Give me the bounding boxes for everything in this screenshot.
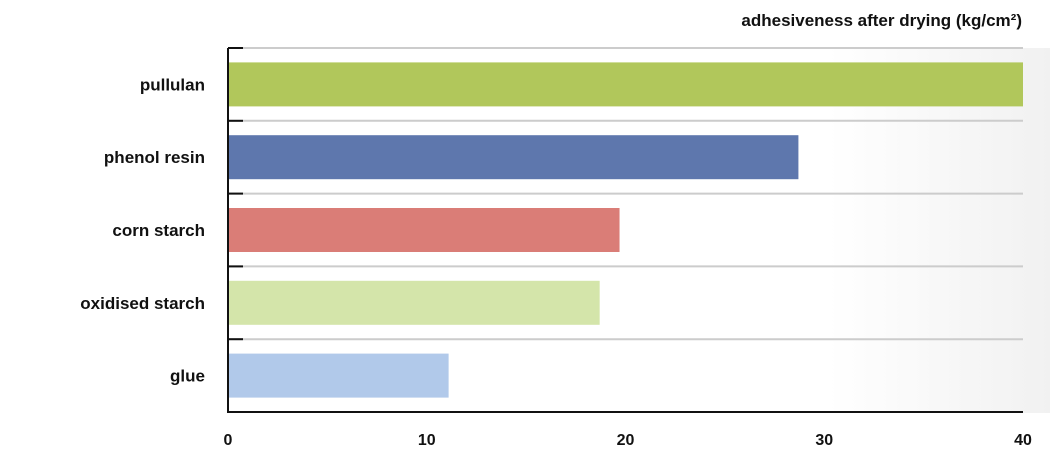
category-label: oxidised starch [80, 294, 205, 313]
bar [228, 280, 600, 325]
category-labels: pullulan phenol resin corn starch oxidised … [80, 75, 205, 385]
bar [228, 62, 1023, 107]
chart-title: adhesiveness after drying (kg/cm²) [741, 11, 1022, 30]
category-label: glue [170, 367, 205, 386]
bar [228, 208, 620, 252]
bars [228, 62, 1023, 398]
x-tick-label: 0 [224, 432, 233, 449]
bar [228, 135, 799, 180]
bar [228, 353, 449, 398]
gridlines [228, 47, 1023, 341]
x-tick-label: 10 [418, 432, 436, 449]
axes [227, 47, 1023, 413]
category-label: corn starch [112, 221, 205, 240]
x-tick-label: 30 [815, 432, 833, 449]
x-tick-label: 20 [617, 432, 635, 449]
category-label: phenol resin [104, 148, 205, 167]
plot-background-shade [828, 48, 1050, 413]
x-tick-label: 40 [1014, 432, 1032, 449]
x-tick-labels: 0 10 20 30 40 [224, 432, 1032, 449]
category-label: pullulan [140, 75, 205, 94]
